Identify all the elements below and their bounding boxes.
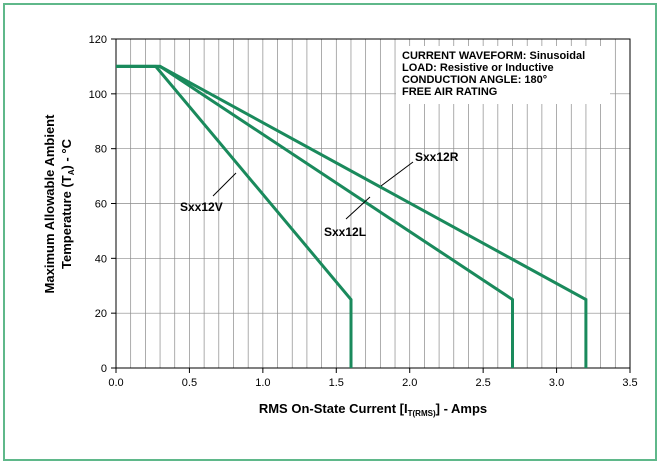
y-axis-title-group: Maximum Allowable Ambient Temperature (T… [42,114,76,294]
y-tick-label: 60 [95,199,107,211]
series-line-sxx12r [116,64,588,368]
annotation-line-3: CONDUCTION ANGLE: 180° [402,74,547,86]
series-lines [116,64,588,368]
y-tick-label: 40 [95,253,107,265]
y-axis-title-line-1: Maximum Allowable Ambient [42,114,57,294]
leader-sxx12l [345,196,371,220]
x-tick-label: 3.0 [549,377,564,389]
series-label-sxx12r: Sxx12R [415,150,459,164]
x-tick-label: 3.5 [622,377,637,389]
axes: 0.0 0.5 1.0 1.5 2.0 2.5 3.0 3.5 0 20 40 60 80 100 120 [89,34,638,389]
annotation-line-1: CURRENT WAVEFORM: Sinusoidal [402,50,585,62]
x-tick-label: 1.0 [255,377,270,389]
annotation-line-2: LOAD: Resistive or Inductive [402,62,554,74]
annotation-box [396,46,610,104]
x-tick-label: 2.0 [402,377,417,389]
y-tick-label: 20 [95,308,107,320]
label-leaders [212,161,414,220]
x-axis-title: RMS On-State Current [IT(RMS)] - Amps [259,401,487,418]
x-tick-label: 0.5 [182,377,197,389]
leader-sxx12r [380,161,414,187]
y-tick-label: 80 [95,144,107,156]
leader-sxx12v [212,172,237,197]
series-line-sxx12l [116,64,514,368]
x-tick-label: 0.0 [108,377,123,389]
annotation-line-4: FREE AIR RATING [402,86,497,98]
y-axis-title-line-2: Temperature (TA) - °C [59,138,76,269]
x-tick-label: 1.5 [329,377,344,389]
series-label-sxx12l: Sxx12L [324,225,366,239]
y-tick-label: 0 [101,363,107,375]
x-tick-label: 2.5 [475,377,490,389]
y-tick-label: 120 [89,34,107,46]
series-label-sxx12v: Sxx12V [180,200,223,214]
y-tick-label: 100 [89,89,107,101]
